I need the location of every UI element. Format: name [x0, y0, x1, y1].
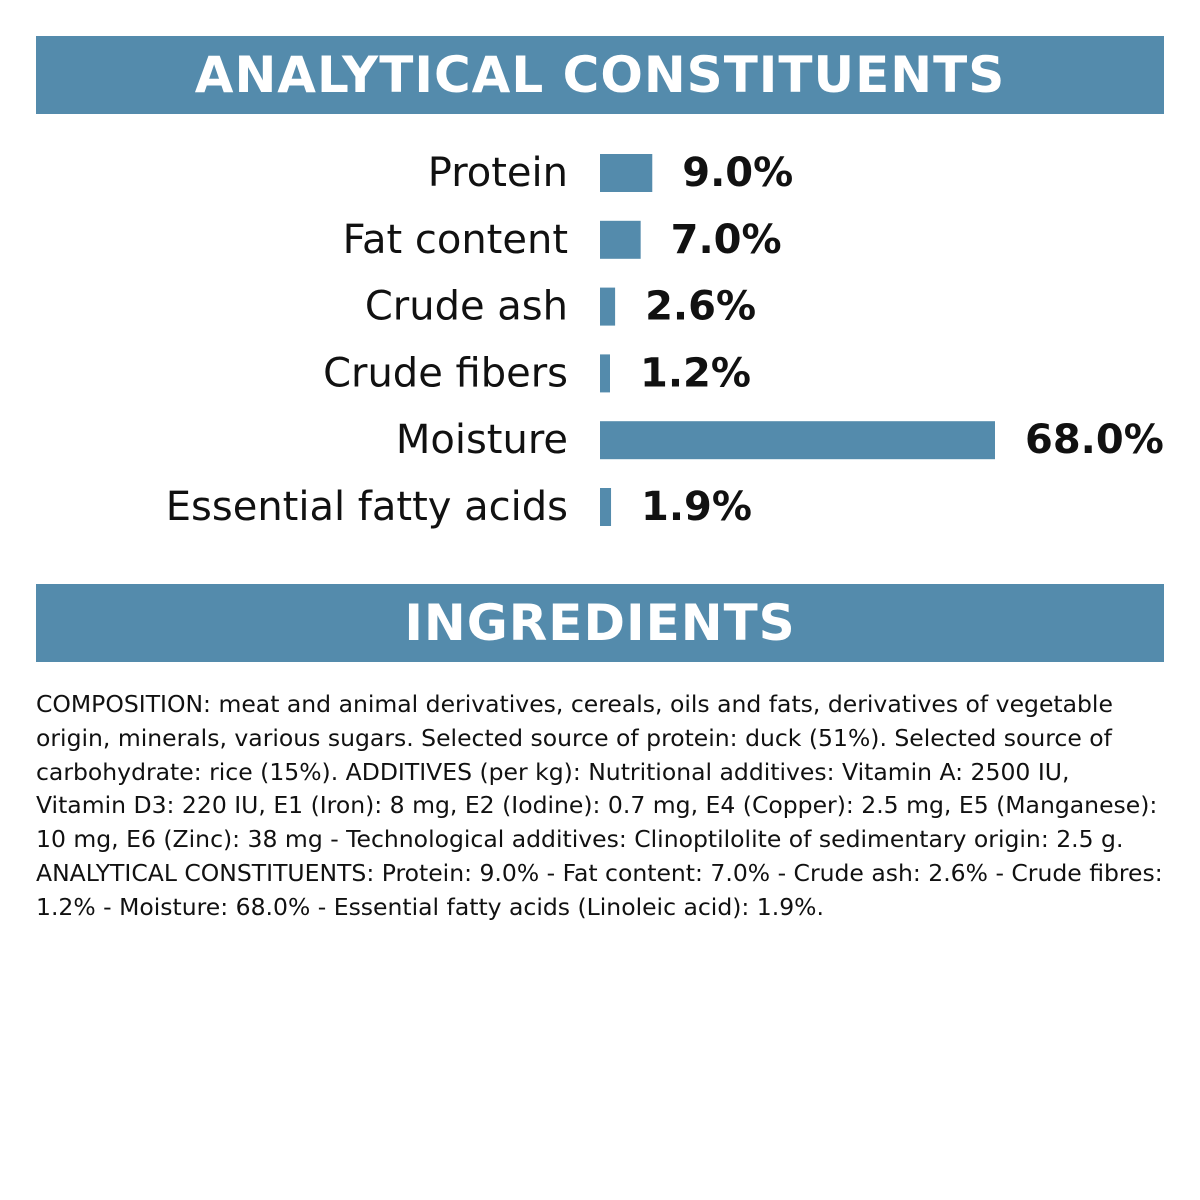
- ingredients-banner: INGREDIENTS: [36, 584, 1164, 662]
- bar-crude-fibers: [600, 354, 610, 393]
- value-label-crude-fibers: 1.2%: [640, 350, 751, 396]
- value-label-crude-ash: 2.6%: [645, 284, 756, 330]
- category-label-protein: Protein: [428, 150, 568, 196]
- value-label-protein: 9.0%: [682, 150, 793, 196]
- category-label-crude-fibers: Crude fibers: [323, 350, 568, 396]
- bar-fat-content: [600, 220, 641, 259]
- category-label-fat-content: Fat content: [343, 217, 568, 263]
- composition-text: COMPOSITION: meat and animal derivatives…: [36, 690, 1163, 921]
- bar-essential-fatty-acids: [600, 488, 612, 526]
- bar-crude-ash: [600, 287, 616, 326]
- category-label-moisture: Moisture: [396, 417, 568, 463]
- value-label-moisture: 68.0%: [1025, 417, 1164, 463]
- value-label-essential-fatty-acids: 1.9%: [641, 484, 752, 530]
- bar-protein: [600, 154, 653, 192]
- bar-moisture: [600, 421, 995, 460]
- analytical-constituents-title: ANALYTICAL CONSTITUENTS: [194, 46, 1006, 104]
- category-label-crude-ash: Crude ash: [365, 284, 568, 330]
- analytical-constituents-chart: Protein 9.0% Fat content 7.0% Crude ash 2.6% C…: [166, 150, 1164, 530]
- analytical-constituents-banner: ANALYTICAL CONSTITUENTS: [36, 36, 1164, 114]
- ingredients-title: INGREDIENTS: [404, 594, 796, 652]
- value-label-fat-content: 7.0%: [671, 217, 782, 263]
- category-label-essential-fatty-acids: Essential fatty acids: [166, 484, 568, 530]
